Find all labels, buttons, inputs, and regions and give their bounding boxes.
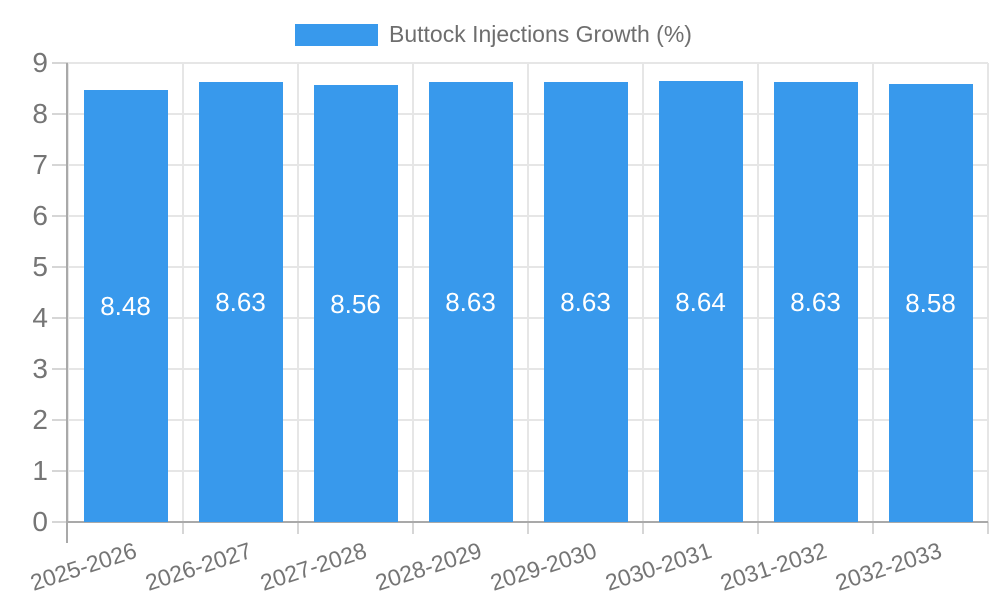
y-axis-tickmark [52, 470, 68, 472]
bar-value-label: 8.56 [330, 288, 381, 319]
gridline-vertical [757, 63, 759, 522]
y-axis-tick-label: 6 [32, 200, 48, 231]
bar [313, 85, 398, 522]
y-axis-tickmark [52, 215, 68, 217]
gridline-vertical [297, 63, 299, 522]
bar-value-label: 8.63 [445, 286, 496, 317]
y-axis-tickmark [52, 521, 68, 523]
gridline-vertical [872, 63, 874, 522]
gridline-vertical [182, 63, 184, 522]
y-axis-tickmark [52, 266, 68, 268]
gridline-vertical [987, 63, 989, 522]
bar-value-label: 8.64 [675, 286, 726, 317]
y-axis-tickmark [52, 317, 68, 319]
bar [198, 81, 283, 522]
y-axis-tickmark [52, 164, 68, 166]
gridline-vertical [527, 63, 529, 522]
y-axis-tick-label: 5 [32, 251, 48, 282]
bar [83, 89, 168, 522]
legend-label: Buttock Injections Growth (%) [389, 21, 692, 47]
y-axis-tickmark [52, 419, 68, 421]
legend-swatch [295, 23, 378, 46]
bar [773, 81, 858, 522]
gridline-vertical [412, 63, 414, 522]
x-axis-tickmark [297, 522, 299, 534]
y-axis-tickmark [52, 62, 68, 64]
bar [428, 81, 513, 522]
x-axis-tickmark [872, 522, 874, 534]
y-axis-tick-label: 9 [32, 47, 48, 78]
y-axis-tick-label: 1 [32, 455, 48, 486]
gridline-vertical [67, 63, 69, 522]
x-axis-tickmark [642, 522, 644, 534]
x-axis-tickmark [412, 522, 414, 534]
bar-value-label: 8.58 [905, 288, 956, 319]
bar-value-label: 8.63 [790, 286, 841, 317]
gridline-vertical [642, 63, 644, 522]
y-axis-tickmark [52, 368, 68, 370]
y-axis-tick-label: 0 [32, 506, 48, 537]
y-axis-tick-label: 8 [32, 98, 48, 129]
bar-value-label: 8.63 [560, 286, 611, 317]
bar [543, 81, 628, 522]
bar-value-label: 8.63 [215, 286, 266, 317]
x-axis-tickmark [182, 522, 184, 534]
y-axis-tickmark [52, 113, 68, 115]
legend-item[interactable]: Buttock Injections Growth (%) [295, 21, 692, 48]
y-axis-tick-label: 3 [32, 353, 48, 384]
bar [888, 84, 973, 522]
x-axis-tickmark [527, 522, 529, 534]
x-axis-tickmark [757, 522, 759, 534]
y-axis-tick-label: 4 [32, 302, 48, 333]
bar-value-label: 8.48 [100, 290, 151, 321]
bar [658, 81, 743, 522]
x-axis-line [66, 521, 988, 523]
y-axis-line [66, 63, 68, 543]
x-axis-tickmark [987, 522, 989, 534]
y-axis-tick-label: 7 [32, 149, 48, 180]
y-axis-tick-label: 2 [32, 404, 48, 435]
